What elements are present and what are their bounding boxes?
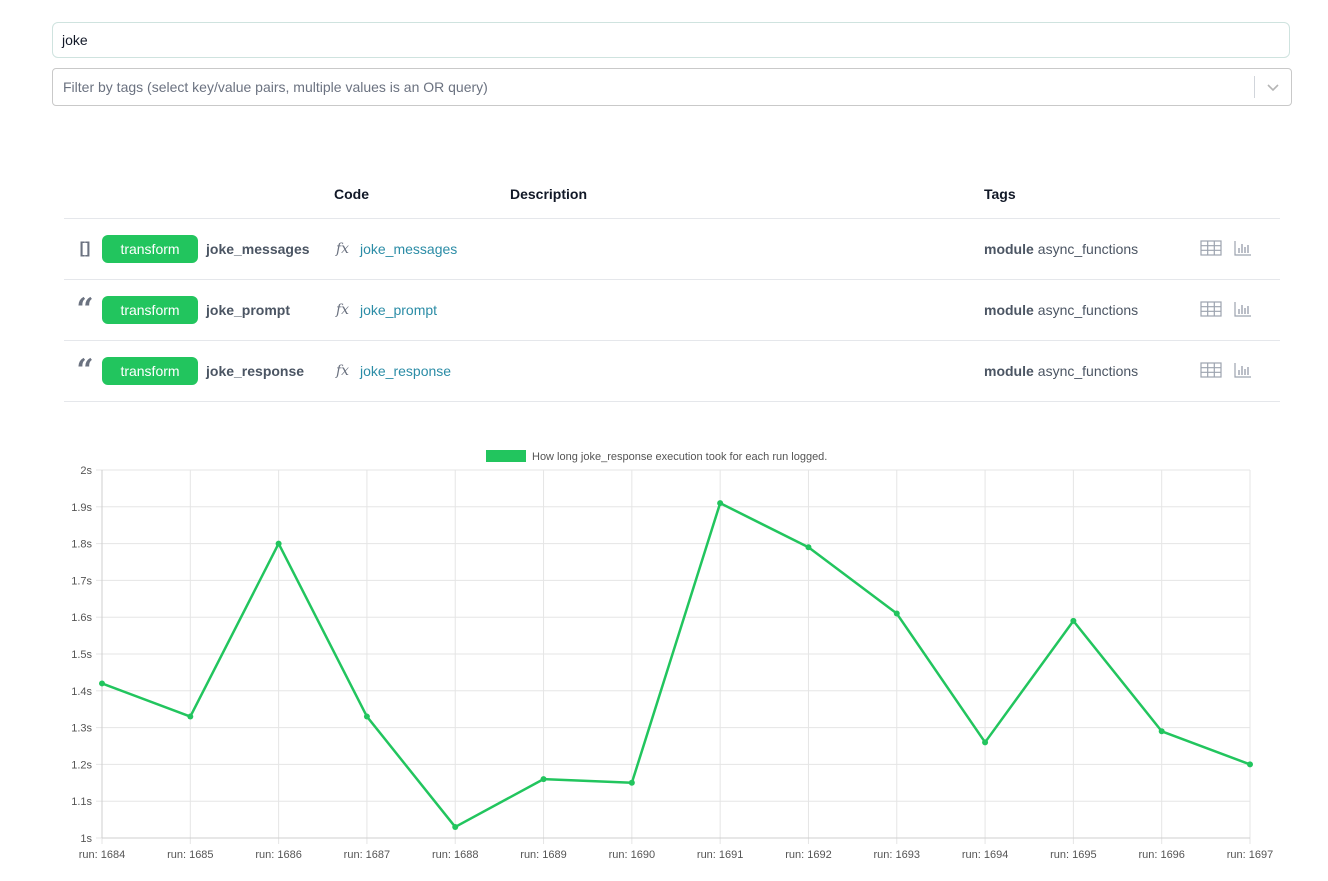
tag: module async_functions	[984, 302, 1138, 318]
transform-badge: transform	[102, 296, 198, 324]
series-line	[101, 501, 1251, 829]
header-code: Code	[334, 186, 369, 202]
tag-filter-select[interactable]: Filter by tags (select key/value pairs, …	[52, 68, 1292, 106]
function-icon: fx	[336, 241, 350, 257]
tag-key: module	[984, 363, 1034, 379]
transform-badge: transform	[102, 235, 198, 263]
header-description: Description	[510, 186, 588, 202]
table-view-icon[interactable]	[1200, 301, 1222, 320]
quote-icon: “	[76, 353, 94, 388]
tag-key: module	[984, 302, 1034, 318]
tag-filter-separator	[1254, 76, 1255, 98]
y-tick-label: 1.9s	[71, 502, 92, 514]
table-view-icon[interactable]	[1200, 240, 1222, 259]
data-point	[275, 540, 282, 547]
y-tick-label: 1s	[80, 833, 92, 845]
data-point	[717, 500, 724, 507]
y-tick-label: 1.2s	[71, 759, 92, 771]
data-point	[363, 713, 370, 720]
y-tick-label: 1.1s	[71, 796, 92, 808]
x-tick-label: run: 1695	[1050, 849, 1096, 861]
tag-key: module	[984, 241, 1034, 257]
table-row[interactable]: [] transform joke_messages fx joke_messa…	[64, 219, 1280, 280]
tag-value: async_functions	[1037, 363, 1139, 379]
x-tick-label: run: 1689	[520, 849, 566, 861]
nodes-table: Code Description Tags [] transform joke_…	[64, 170, 1280, 402]
x-tick-label: run: 1690	[609, 849, 655, 861]
x-tick-label: run: 1686	[255, 849, 301, 861]
table-row[interactable]: “ transform joke_prompt fx joke_prompt m…	[64, 280, 1280, 341]
y-tick-label: 1.7s	[71, 575, 92, 587]
chevron-down-icon[interactable]	[1255, 82, 1291, 92]
data-point	[1070, 617, 1077, 624]
table-view-icon[interactable]	[1200, 362, 1222, 381]
x-tick-label: run: 1697	[1227, 849, 1273, 861]
data-point	[628, 779, 635, 786]
data-point	[540, 776, 547, 783]
code-link[interactable]: joke_response	[360, 363, 452, 379]
bar-chart-icon[interactable]	[1234, 362, 1252, 381]
x-tick-label: run: 1684	[79, 849, 125, 861]
node-name: joke_messages	[206, 241, 310, 257]
code-link[interactable]: joke_prompt	[360, 302, 438, 318]
data-point	[99, 680, 105, 687]
tag: module async_functions	[984, 363, 1138, 379]
transform-badge: transform	[102, 357, 198, 385]
tag: module async_functions	[984, 241, 1138, 257]
execution-time-chart: 2s 1.9s 1.8s 1.7s 1.6s 1.5s 1.4s 1.3s 1.2s 1.1s 1s…	[0, 440, 1328, 876]
node-name: joke_response	[206, 363, 305, 379]
x-tick-label: run: 1685	[167, 849, 213, 861]
y-tick-label: 1.5s	[71, 649, 92, 661]
code-link[interactable]: joke_messages	[360, 241, 458, 257]
quote-icon: “	[76, 292, 94, 327]
x-tick-label: run: 1694	[962, 849, 1008, 861]
function-icon: fx	[336, 363, 350, 379]
x-tick-label: run: 1692	[785, 849, 831, 861]
line-chart: 2s 1.9s 1.8s 1.7s 1.6s 1.5s 1.4s 1.3s 1.2s 1.1s 1s…	[71, 450, 1273, 861]
table-row[interactable]: “ transform joke_response fx joke_respon…	[64, 341, 1280, 402]
function-icon: fx	[336, 302, 350, 318]
x-tick-label: run: 1691	[697, 849, 743, 861]
data-point	[1158, 728, 1165, 735]
data-point	[893, 610, 900, 617]
node-name: joke_prompt	[206, 302, 291, 318]
bar-chart-icon[interactable]	[1234, 301, 1252, 320]
data-point	[452, 823, 459, 830]
legend-swatch	[486, 450, 526, 462]
y-tick-label: 1.8s	[71, 539, 92, 551]
legend-label: How long joke_response execution took fo…	[532, 451, 827, 463]
tag-value: async_functions	[1037, 241, 1139, 257]
data-point	[982, 739, 989, 746]
table-header: Code Description Tags	[64, 170, 1280, 219]
list-brackets-icon: []	[79, 240, 91, 257]
x-tick-label: run: 1696	[1138, 849, 1184, 861]
bar-chart-icon[interactable]	[1234, 240, 1252, 259]
tag-value: async_functions	[1037, 302, 1139, 318]
data-point	[805, 544, 812, 551]
x-tick-label: run: 1688	[432, 849, 478, 861]
y-tick-label: 1.3s	[71, 723, 92, 735]
search-input[interactable]: joke	[52, 22, 1290, 58]
y-tick-label: 2s	[80, 465, 92, 477]
y-tick-label: 1.4s	[71, 686, 92, 698]
x-tick-label: run: 1693	[874, 849, 920, 861]
x-tick-label: run: 1687	[344, 849, 390, 861]
tag-filter-placeholder: Filter by tags (select key/value pairs, …	[63, 79, 488, 95]
y-tick-label: 1.6s	[71, 612, 92, 624]
data-point	[187, 713, 194, 720]
data-point	[1247, 761, 1253, 768]
header-tags: Tags	[984, 186, 1016, 202]
